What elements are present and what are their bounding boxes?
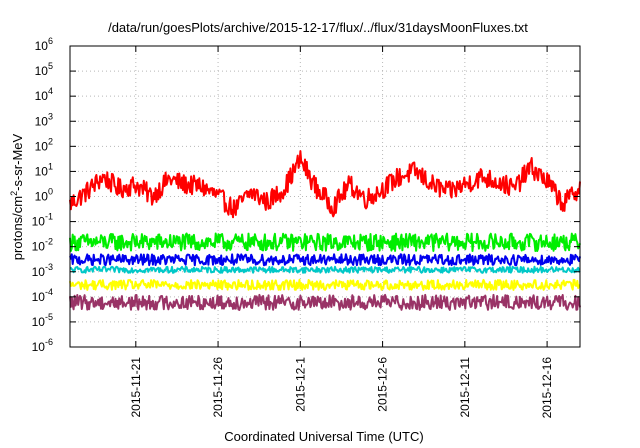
x-tick-label: 2015-12-16 [540, 357, 554, 419]
series-line [69, 253, 581, 267]
y-tick-label: 106 [35, 36, 53, 53]
x-axis: 2015-11-21 2015-11-26 2015-12-1 2015-12-6 20… [129, 46, 554, 418]
y-tick-label: 100 [35, 187, 53, 204]
series-line [69, 293, 581, 311]
y-tick-label: 10-6 [32, 337, 53, 354]
chart-title: /data/run/goesPlots/archive/2015-12-17/f… [108, 20, 528, 35]
y-axis-label-suffix: -s-sr-MeV [10, 133, 25, 190]
series-line [69, 232, 581, 252]
y-axis: 10-6 10-5 10-4 10-3 10-2 10-1 100 101 102 103 104 1… [32, 36, 580, 354]
x-tick-label: 2015-12-11 [458, 357, 472, 418]
y-tick-label: 104 [35, 86, 53, 103]
y-tick-label: 103 [35, 111, 53, 128]
x-tick-label: 2015-12-6 [376, 357, 390, 412]
y-axis-label-superscript: 2 [9, 191, 19, 196]
x-tick-label: 2015-12-1 [293, 357, 307, 412]
y-tick-label: 10-3 [32, 262, 53, 279]
series-line [69, 150, 581, 219]
y-tick-label: 10-5 [32, 312, 53, 329]
series-layer [69, 150, 581, 311]
y-axis-label: protons/cm2-s-sr-MeV [9, 133, 25, 260]
y-tick-label: 10-1 [32, 212, 53, 229]
y-tick-label: 101 [35, 161, 53, 178]
series-line [69, 265, 581, 274]
x-axis-label: Coordinated Universal Time (UTC) [224, 429, 423, 444]
y-axis-label-prefix: protons/cm [10, 196, 25, 260]
y-tick-label: 102 [35, 136, 53, 153]
y-tick-label: 10-2 [32, 237, 53, 254]
x-tick-label: 2015-11-26 [211, 357, 225, 418]
y-tick-label: 105 [35, 61, 53, 78]
x-tick-label: 2015-11-21 [129, 357, 143, 418]
y-tick-label: 10-4 [32, 287, 53, 304]
series-line [69, 278, 581, 291]
